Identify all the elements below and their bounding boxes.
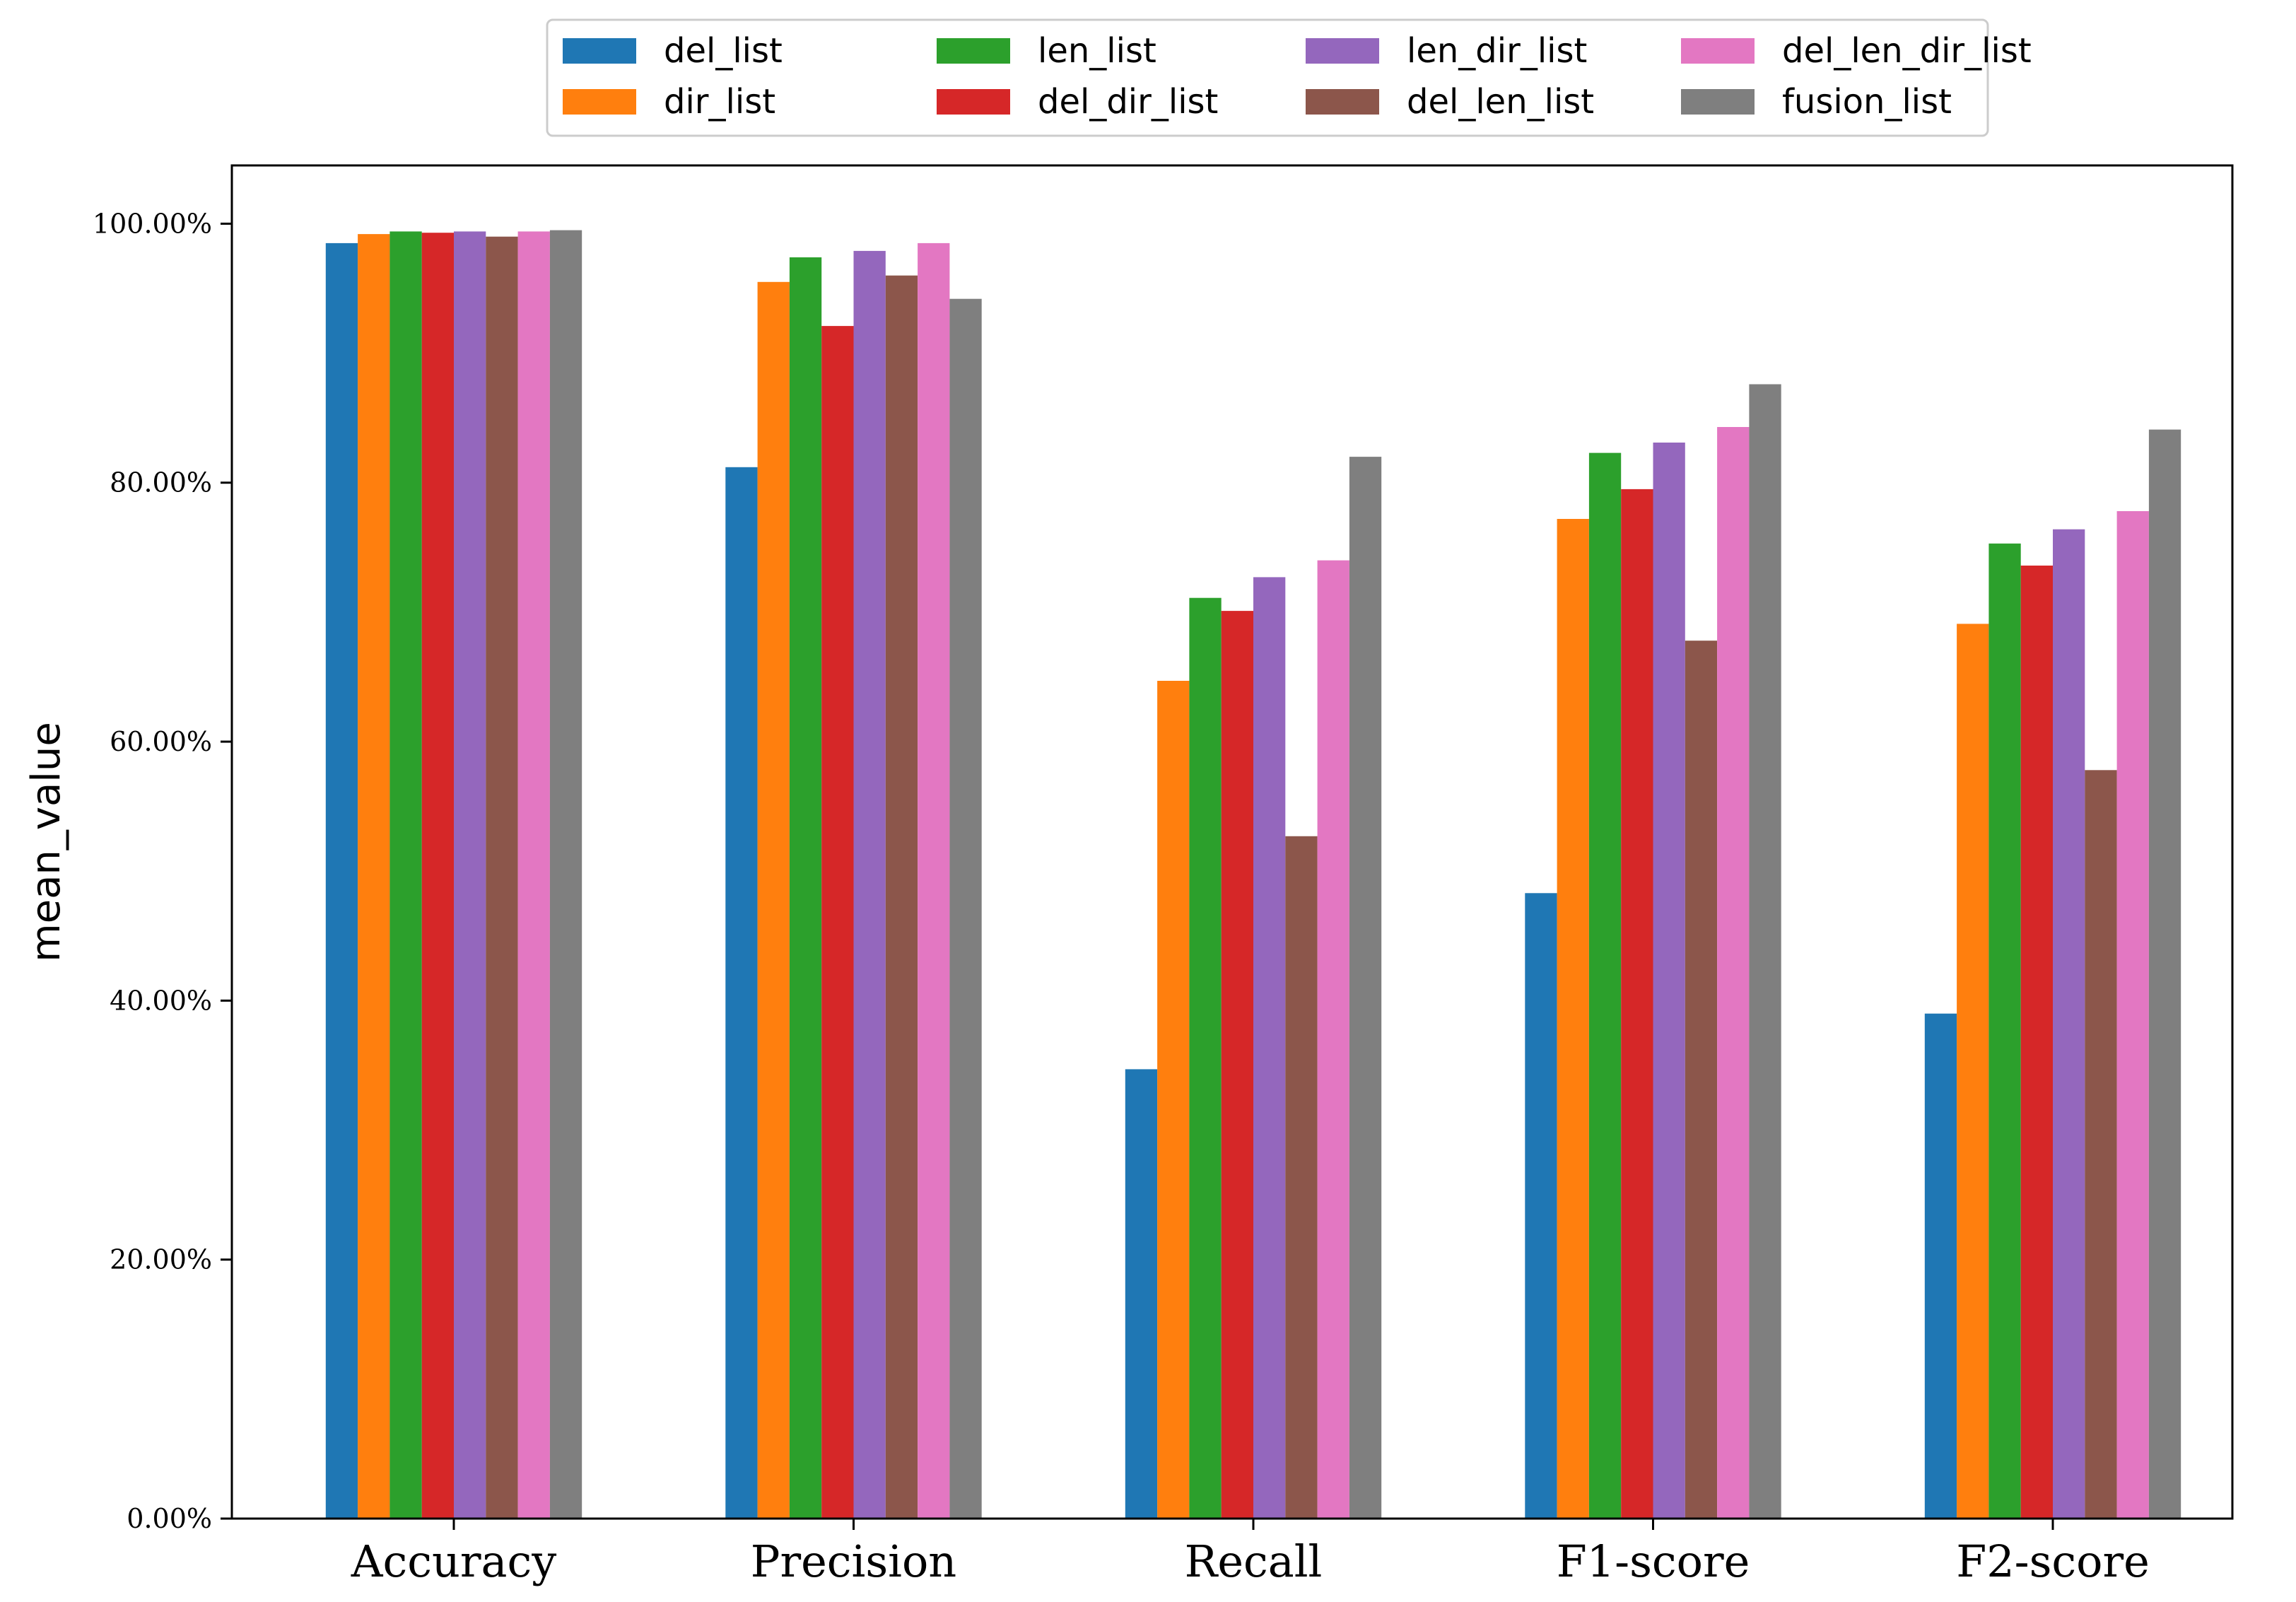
bar-len-dir-list-f2-score [2053,529,2085,1519]
legend-item-len-list: len_list [937,31,1156,71]
bar-del-dir-list-f2-score [2020,566,2053,1519]
bars [325,230,2181,1519]
plot-area [230,164,2234,1520]
bar-len-dir-list-accuracy [454,231,486,1519]
series-len-dir-list [454,231,2085,1519]
bar-del-len-list-f2-score [2085,770,2117,1519]
y-tick-label: 60.00% [110,726,212,757]
bar-fusion-list-precision [949,298,982,1519]
x-tick-label-precision: Precision [751,1536,957,1587]
legend-swatch [937,38,1010,64]
legend-swatch [1306,38,1379,64]
bar-del-list-accuracy [325,242,358,1519]
legend-item-del-len-list: del_len_list [1306,82,1594,122]
x-tick-label-recall: Recall [1185,1536,1323,1587]
bar-dir-list-recall [1157,681,1190,1519]
legend-swatch [1681,89,1755,115]
series-del-len-dir-list [517,231,2149,1519]
y-tick-label: 0.00% [127,1503,212,1534]
bar-len-list-precision [789,257,822,1519]
bar-del-len-list-accuracy [486,236,518,1519]
legend-item-del-len-dir-list: del_len_dir_list [1681,31,2032,71]
bar-del-list-f1-score [1525,893,1557,1519]
bar-del-len-dir-list-f1-score [1717,427,1750,1519]
legend-item-del-list: del_list [563,31,783,71]
legend: del_list dir_list len_list del_dir_list len_… [546,18,2032,137]
legend-swatch [937,89,1010,115]
bar-del-len-dir-list-recall [1317,560,1349,1519]
legend-frame [546,18,1989,137]
bar-del-len-list-f1-score [1685,641,1718,1519]
bar-len-list-accuracy [390,231,422,1519]
x-tick-label-accuracy: Accuracy [351,1536,557,1587]
bar-del-dir-list-accuracy [421,233,454,1519]
legend-item-fusion-list: fusion_list [1681,82,1952,122]
bar-del-len-dir-list-f2-score [2116,511,2149,1519]
y-tick-label: 40.00% [110,985,212,1016]
legend-label: len_dir_list [1407,31,1587,71]
y-axis-title: mean_value [23,722,69,962]
legend-label: dir_list [664,82,775,122]
y-tick-label: 100.00% [93,208,212,239]
bar-len-dir-list-recall [1253,577,1286,1519]
bar-dir-list-f2-score [1957,624,1989,1519]
bar-dir-list-precision [757,281,790,1519]
legend-swatch [563,89,636,115]
bar-del-list-recall [1125,1069,1158,1519]
y-tick-label: 20.00% [110,1244,212,1275]
x-tick-label-f2-score: F2-score [1956,1536,2150,1587]
bar-len-dir-list-precision [853,250,886,1519]
legend-items: del_list dir_list len_list del_dir_list len_… [563,31,2032,122]
legend-item-del-dir-list: del_dir_list [937,82,1218,122]
bar-del-len-list-precision [885,275,918,1519]
bar-del-dir-list-recall [1221,611,1253,1519]
plot-frame [230,164,2234,1520]
bar-del-dir-list-f1-score [1621,489,1653,1519]
legend-item-len-dir-list: len_dir_list [1306,31,1587,71]
series-fusion-list [549,230,2181,1519]
bar-len-list-f2-score [1988,543,2021,1519]
bar-fusion-list-recall [1349,457,1382,1519]
x-tick-label-f1-score: F1-score [1557,1536,1750,1587]
series-dir-list [358,234,1989,1519]
bar-fusion-list-f2-score [2148,429,2181,1519]
bar-len-dir-list-f1-score [1653,443,1685,1519]
legend-label: del_dir_list [1038,82,1218,122]
legend-swatch [1306,89,1379,115]
bar-del-len-dir-list-precision [918,242,950,1519]
bar-del-list-precision [725,467,758,1519]
y-axis: 0.00% 20.00% 40.00% 60.00% 80.00% 100.00% [93,208,232,1534]
bar-del-dir-list-precision [821,326,854,1519]
series-del-dir-list [421,233,2053,1519]
bar-dir-list-accuracy [358,234,390,1519]
legend-label: del_list [664,31,783,71]
legend-label: fusion_list [1782,82,1952,122]
bar-dir-list-f1-score [1557,519,1589,1519]
x-axis: Accuracy Precision Recall F1-score F2-score [351,1519,2150,1587]
bar-len-list-recall [1189,597,1222,1519]
series-del-len-list [486,236,2117,1519]
legend-swatch [563,38,636,64]
legend-label: del_len_list [1407,82,1594,122]
bar-del-len-dir-list-accuracy [517,231,550,1519]
bar-len-list-f1-score [1588,452,1622,1519]
legend-label: len_list [1038,31,1156,71]
legend-swatch [1681,38,1755,64]
legend-item-dir-list: dir_list [563,82,775,122]
bar-del-list-f2-score [1924,1013,1957,1519]
bar-del-len-list-recall [1285,836,1318,1519]
bar-fusion-list-accuracy [549,230,582,1519]
bar-fusion-list-f1-score [1749,384,1781,1519]
legend-label: del_len_dir_list [1782,31,2032,71]
series-len-list [390,231,2021,1519]
series-del-list [325,242,1957,1519]
y-tick-label: 80.00% [110,467,212,498]
